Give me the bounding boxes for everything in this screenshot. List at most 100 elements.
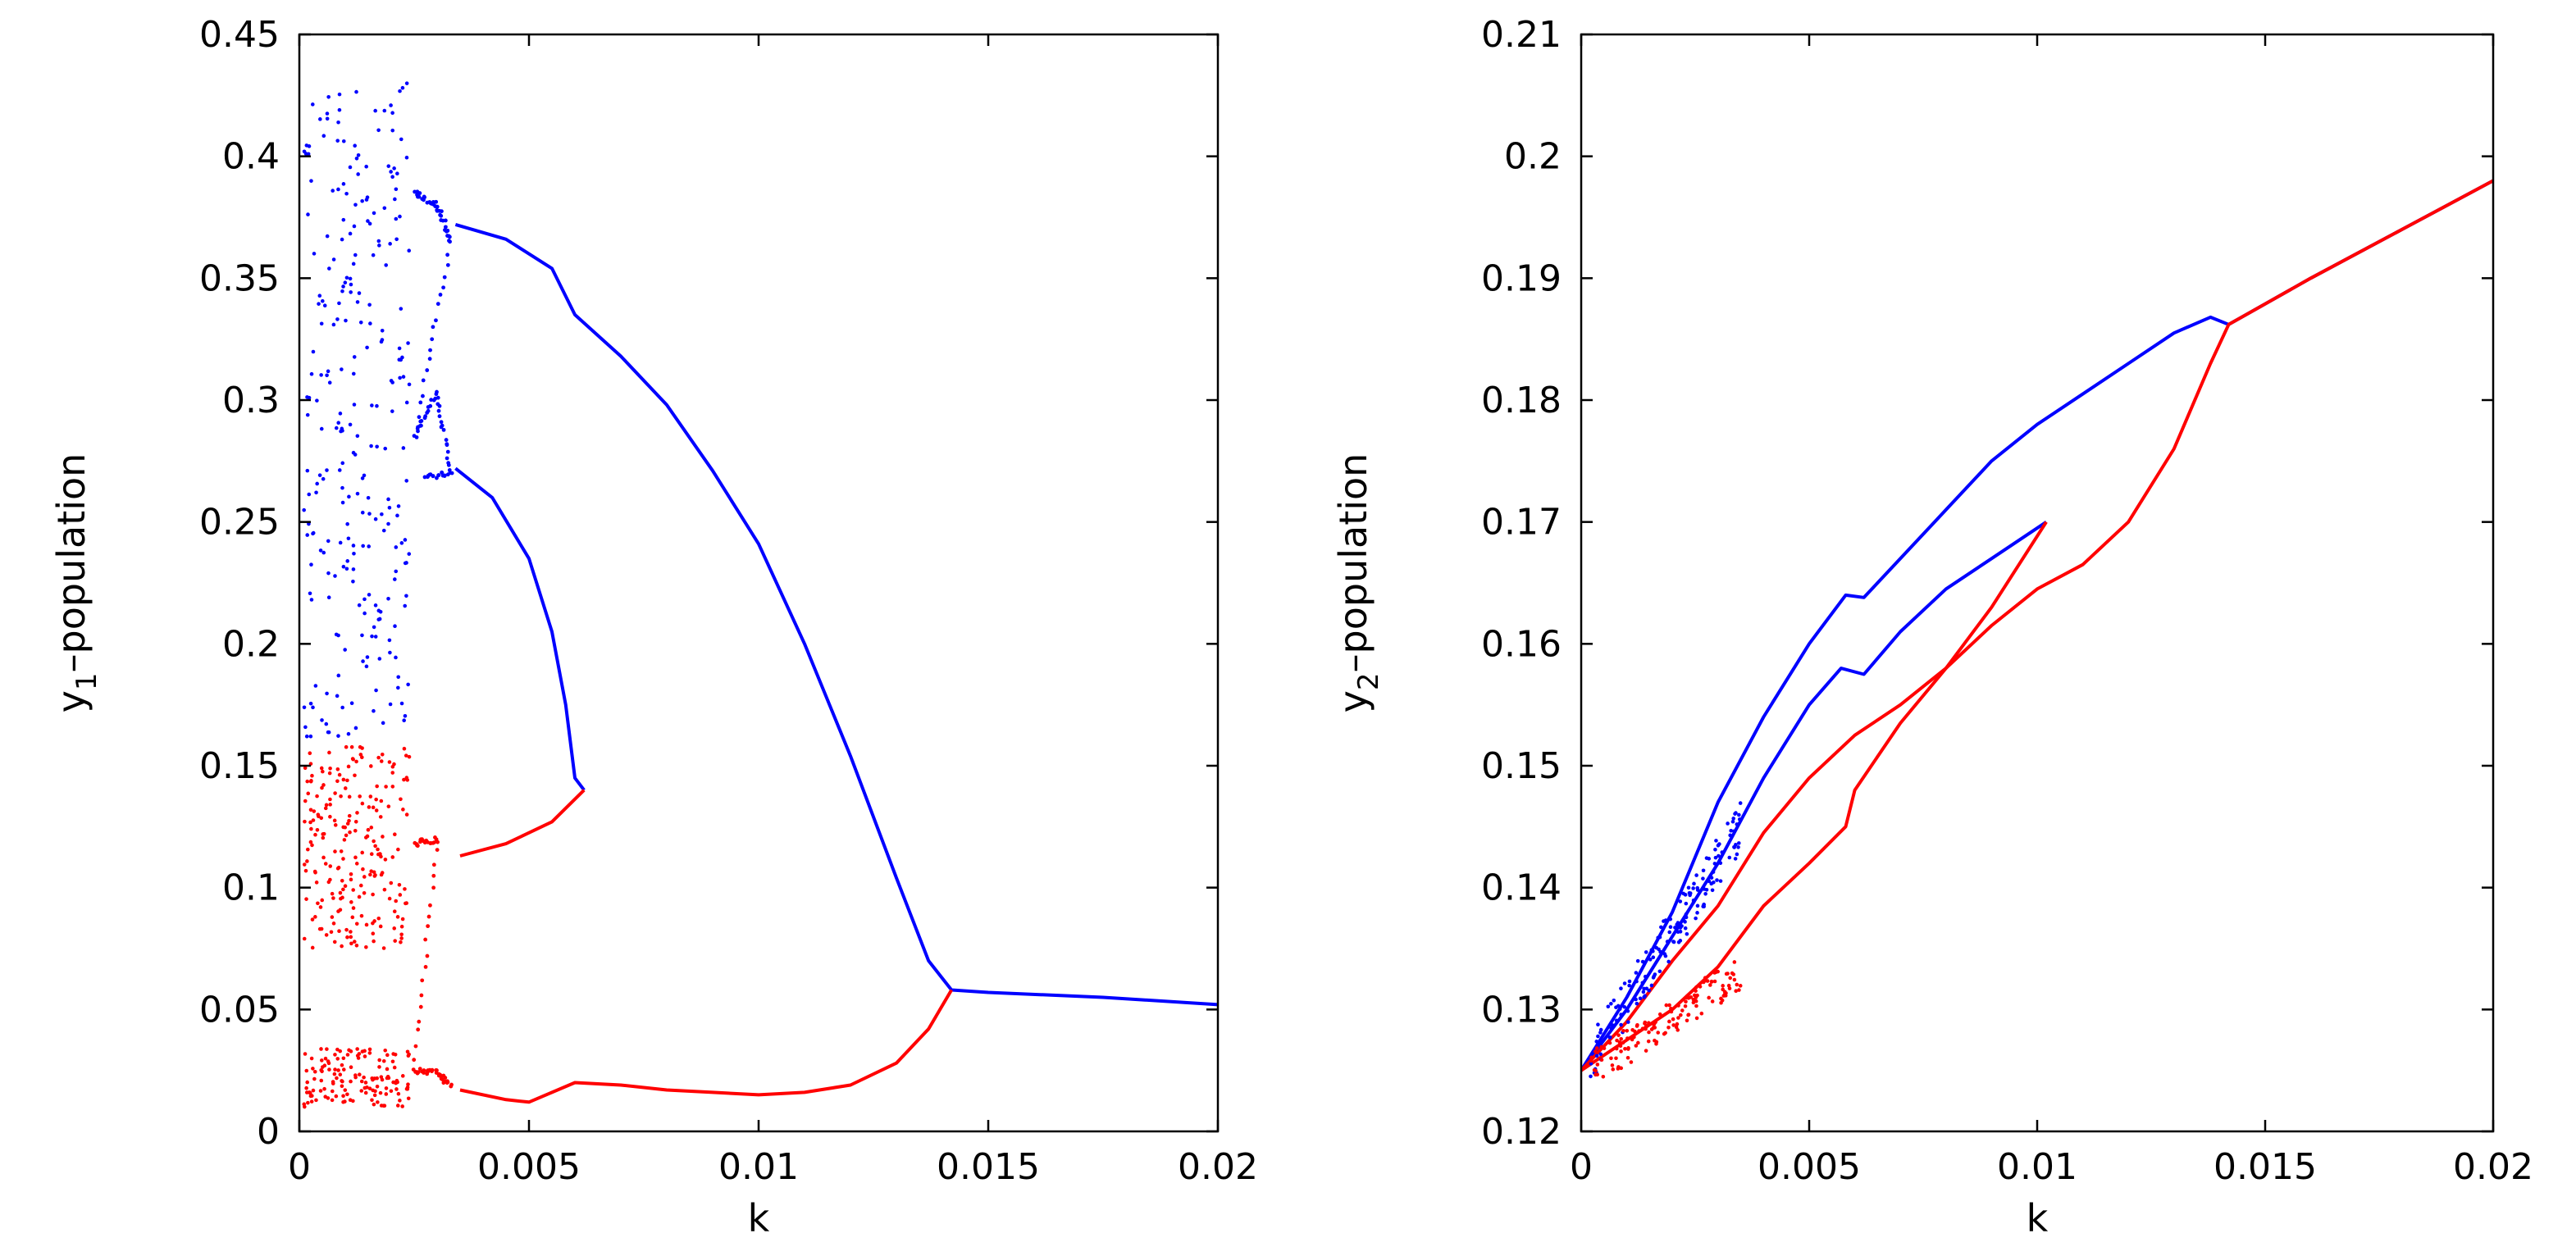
chart-0-lower-point [323, 806, 328, 811]
chart-1-upper-point [1641, 990, 1646, 994]
chart-0-upper-point [325, 116, 330, 121]
chart-1-upper-point [1657, 969, 1662, 974]
chart-1-lower-point [1732, 977, 1737, 982]
chart-0-upper-point [388, 650, 392, 655]
chart-1-lower-point [1592, 1067, 1597, 1072]
chart-1-upper-branch-1 [1581, 521, 2048, 1072]
chart-0-lower-point [371, 805, 376, 810]
chart-0-y-tick-label: 0.1 [222, 867, 280, 909]
chart-0-upper-point [349, 701, 354, 706]
chart-0-upper-point [396, 685, 400, 690]
chart-0-upper-point [352, 403, 357, 407]
chart-0-lower-point [422, 1068, 426, 1072]
chart-1-lower-point [1654, 1040, 1659, 1044]
chart-0-upper-point [326, 571, 331, 576]
chart-0-lower-point [390, 785, 395, 789]
chart-0-lower-point [423, 964, 428, 969]
chart-1-upper-point [1657, 935, 1662, 940]
chart-0-upper-point [414, 435, 419, 439]
chart-0-upper-point [404, 155, 409, 160]
chart-0-upper-point [403, 538, 408, 542]
chart-0-lower-point [340, 944, 344, 949]
chart-1-upper-point [1657, 947, 1661, 952]
chart-0-upper-point [399, 541, 404, 545]
chart-0-upper-point [334, 425, 339, 430]
chart-1-lower-point [1669, 1006, 1673, 1011]
chart-1-y-tick-label: 0.17 [1481, 502, 1562, 544]
chart-0-lower-point [367, 1047, 372, 1052]
chart-0-axes-frame [298, 33, 1220, 1133]
chart-0-lower-point [393, 1052, 398, 1057]
chart-0-lower-point [327, 1067, 331, 1072]
chart-0-lower-point [333, 1053, 337, 1057]
chart-0-y-axis-label-main: y [49, 690, 93, 712]
chart-0-lower-point [376, 755, 381, 760]
chart-0-upper-point [325, 691, 329, 696]
chart-0-upper-point [351, 371, 356, 376]
panel-y2-population: 0 0.005 0.01 0.015 0.02 0.12 0.13 0.14 0.15 0.16 0… [1331, 14, 2533, 1240]
chart-0-lower-point [312, 1076, 317, 1081]
chart-0-upper-point [437, 403, 442, 408]
chart-1-lower-point [1691, 997, 1696, 1002]
chart-0-lower-point [303, 1052, 308, 1056]
chart-0-lower-point [393, 832, 397, 836]
chart-0-upper-point [423, 414, 428, 419]
chart-1-upper-point [1635, 979, 1639, 984]
chart-0-lower-point [302, 936, 307, 941]
chart-0-upper-point [326, 94, 331, 99]
chart-0-lower-point [392, 909, 397, 914]
chart-1-upper-point [1647, 988, 1651, 993]
chart-1-upper-point [1737, 812, 1741, 817]
chart-1-upper-point [1686, 885, 1691, 890]
chart-0-upper-point [422, 195, 427, 200]
chart-0-lower-point [371, 1077, 375, 1082]
chart-0-lower-point [335, 767, 340, 771]
chart-0-lower-point [341, 857, 345, 861]
chart-0-upper-point [355, 434, 360, 439]
chart-1-upper-point [1726, 821, 1730, 826]
chart-0-upper-point [306, 152, 311, 157]
chart-0-lower-point [400, 917, 405, 922]
chart-0-upper-point [431, 325, 435, 330]
chart-0-upper-point [325, 234, 330, 239]
chart-0-upper-point [331, 189, 335, 193]
chart-1-lower-point [1617, 1040, 1622, 1044]
chart-1-lower-point [1616, 1067, 1621, 1071]
chart-1-lower-point [1662, 1031, 1666, 1036]
chart-1-upper-point [1701, 876, 1705, 881]
chart-0-lower-point [398, 1099, 402, 1103]
chart-1-upper-point [1649, 983, 1654, 988]
chart-1-lower-point [1632, 1035, 1636, 1040]
chart-1-lower-point [1618, 1044, 1623, 1049]
chart-0-lower-point [402, 746, 407, 751]
chart-1-upper-point [1702, 904, 1706, 908]
chart-0-lower-point [399, 940, 403, 944]
chart-0-upper-point [335, 139, 340, 143]
chart-1-y-tick-label: 0.15 [1481, 745, 1562, 787]
chart-0-upper-point [377, 243, 381, 248]
chart-1-lower-point [1683, 1003, 1688, 1008]
chart-1-lower-branch-3 [1581, 179, 2493, 1072]
chart-1-upper-point [1735, 822, 1739, 826]
chart-0-lower-point [359, 913, 364, 918]
chart-1-upper-point [1684, 915, 1689, 920]
chart-0-upper-point [440, 423, 445, 428]
chart-1-lower-point [1675, 1022, 1680, 1026]
chart-1-upper-point [1638, 996, 1643, 1001]
chart-0-y-axis-label-rest: –population [49, 453, 93, 673]
chart-0-upper-point [387, 505, 392, 510]
chart-0-upper-point [326, 539, 331, 544]
chart-0-y-tick-label: 0.25 [199, 502, 280, 544]
chart-1-lower-point [1599, 1058, 1604, 1062]
chart-0-upper-point [395, 513, 399, 518]
chart-1-upper-point [1594, 1053, 1599, 1058]
chart-1-upper-point [1651, 955, 1656, 960]
chart-0-upper-point [326, 369, 331, 374]
chart-0-y-tick-label: 0.35 [199, 257, 280, 299]
chart-0-upper-point [388, 702, 393, 707]
chart-1-upper-point [1715, 878, 1719, 882]
chart-0-upper-point [381, 721, 385, 726]
chart-1-upper-point [1648, 958, 1653, 962]
chart-0-upper-point [357, 291, 362, 295]
chart-0-lower-point [368, 872, 372, 877]
